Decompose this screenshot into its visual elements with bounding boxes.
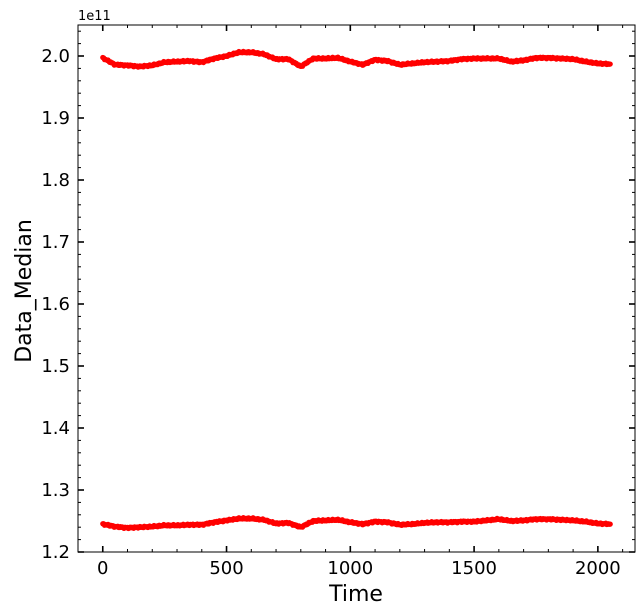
y-tick-label: 1.2	[41, 542, 70, 563]
data-point	[607, 61, 613, 67]
x-tick-label: 0	[97, 558, 108, 579]
y-tick-label: 2.0	[41, 46, 70, 67]
series-1	[100, 515, 613, 532]
plot-frame	[77, 24, 636, 553]
chart-marks	[100, 48, 613, 532]
chart-ticks: 0 500 1000 1500 2000 1.2 1.3 1.4 1.5 1.6 1.7 1.8 1.9…	[41, 25, 635, 579]
y-tick-label: 1.6	[41, 294, 70, 315]
x-axis-label: Time	[328, 582, 383, 607]
y-tick-label: 1.9	[41, 108, 70, 129]
x-tick-label: 2000	[575, 558, 621, 579]
y-offset-label: 1e11	[78, 9, 111, 24]
x-tick-label: 1500	[451, 558, 497, 579]
x-tick-label: 500	[209, 558, 243, 579]
y-axis-label: Data_Median	[12, 219, 37, 363]
y-tick-label: 1.3	[41, 480, 70, 501]
series-0	[100, 48, 613, 70]
y-tick-label: 1.8	[41, 170, 70, 191]
data-point	[607, 521, 613, 527]
y-tick-label: 1.5	[41, 356, 70, 377]
y-tick-label: 1.4	[41, 418, 70, 439]
y-tick-label: 1.7	[41, 232, 70, 253]
x-tick-label: 1000	[327, 558, 373, 579]
